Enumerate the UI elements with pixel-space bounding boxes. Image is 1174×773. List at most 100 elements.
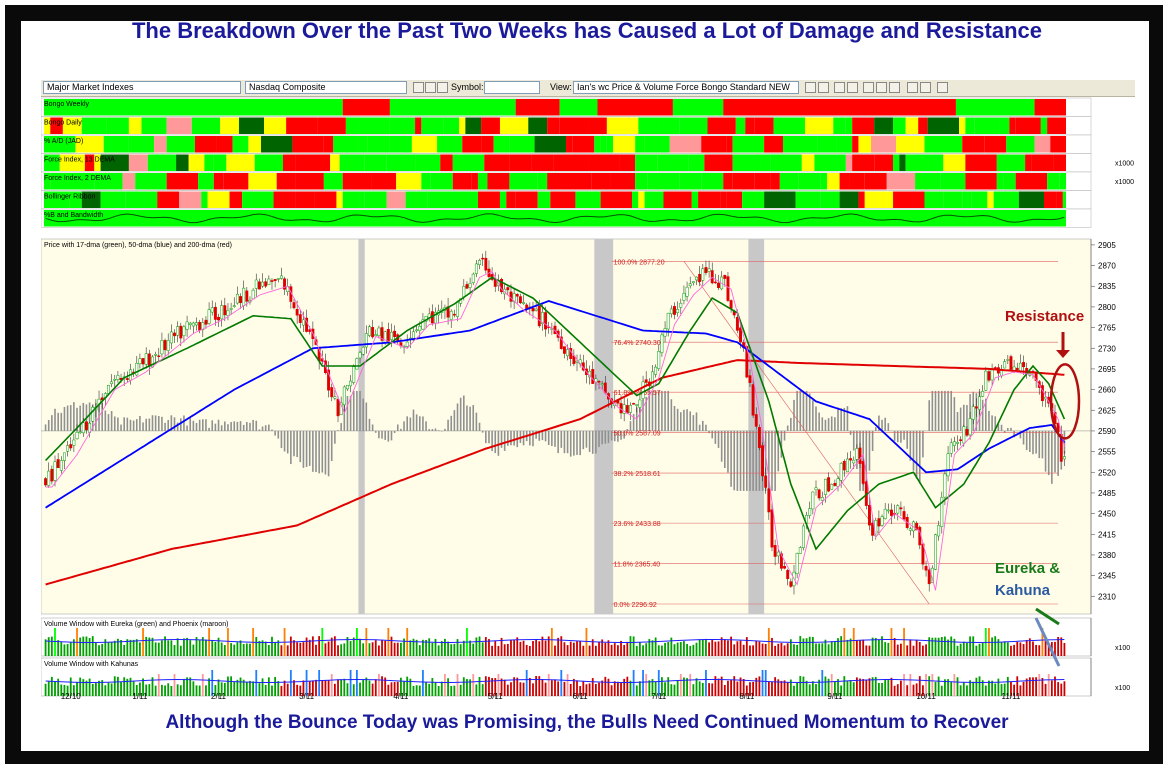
oscillator-bar — [154, 415, 157, 431]
candle-body — [899, 507, 903, 510]
volume-bar — [701, 682, 704, 696]
volume-bar — [818, 679, 821, 696]
volume-bar — [447, 641, 449, 656]
volume-bar — [774, 677, 777, 696]
volume-bar — [123, 644, 126, 656]
layout-icon[interactable] — [920, 82, 931, 93]
bongo-segment — [295, 154, 306, 171]
oscillator-bar — [236, 421, 239, 431]
volume-bar — [107, 641, 110, 656]
volume-bar — [132, 680, 135, 696]
volume-bar — [50, 636, 53, 656]
help-icon[interactable] — [818, 82, 829, 93]
y-tick-label: 2835 — [1098, 282, 1116, 291]
candle-body — [845, 458, 849, 473]
bongo-segment — [493, 136, 510, 153]
back-icon[interactable] — [805, 82, 816, 93]
view-select[interactable]: Ian's wc Price & Volume Force Bongo Stan… — [573, 81, 799, 94]
bongo-segment — [779, 173, 799, 190]
volume-bar — [890, 628, 893, 656]
volume-bar — [368, 680, 371, 696]
chart-type-icon[interactable] — [834, 82, 845, 93]
volume-bar — [532, 683, 534, 696]
volume-bar — [333, 683, 336, 696]
volume-bar — [670, 684, 673, 696]
volume-bar — [632, 670, 635, 696]
volume-bar — [922, 685, 924, 696]
volume-bar — [925, 644, 927, 656]
bongo-segment — [499, 191, 507, 208]
volume-bar — [824, 639, 827, 656]
bongo-segment — [594, 136, 601, 153]
zoom-icon[interactable] — [863, 82, 874, 93]
volume-bar — [588, 645, 591, 656]
candle-body — [368, 326, 371, 336]
volume-bar — [594, 645, 597, 656]
volume-bar — [393, 682, 396, 696]
volume-bar — [437, 645, 440, 656]
volume-bar — [931, 674, 934, 696]
oscillator-bar — [381, 430, 383, 439]
draw-icon[interactable] — [937, 82, 948, 93]
x-tick-label: 8/11 — [739, 692, 755, 701]
volume-bar — [830, 674, 833, 696]
bongo-segment — [606, 117, 639, 134]
bongo-segment — [965, 154, 997, 171]
volume-bar — [1044, 637, 1047, 656]
candle-body — [761, 445, 764, 477]
volume-bar — [956, 677, 959, 696]
volume-bar — [532, 641, 534, 656]
volume-bar — [280, 685, 283, 696]
volume-bar — [459, 644, 462, 656]
bongo-segment — [484, 154, 510, 171]
volume-bar — [481, 684, 484, 696]
symbol-input[interactable] — [484, 81, 540, 94]
bongo-segment — [852, 154, 875, 171]
volume-bar — [988, 680, 990, 696]
bongo-segment — [1047, 117, 1066, 134]
oscillator-bar — [610, 430, 613, 441]
bongo-segment — [764, 136, 783, 153]
volume-bar — [683, 677, 685, 696]
prev-arrow-icon[interactable] — [413, 82, 424, 93]
oscillator-bar — [679, 412, 682, 431]
volume-bar — [217, 679, 220, 696]
candle-body — [279, 275, 283, 279]
volume-bar — [1006, 642, 1009, 656]
volume-bar — [616, 681, 619, 696]
fib-trend-line — [683, 261, 930, 605]
oscillator-bar — [705, 424, 707, 431]
oscillator-bar — [224, 421, 226, 431]
oscillator-bar — [104, 410, 107, 431]
oscillator-bar — [459, 397, 462, 431]
volume-bar — [462, 640, 465, 656]
candle-body — [735, 316, 739, 331]
bongo-segment — [371, 173, 397, 190]
volume-bar — [271, 636, 273, 656]
bongo-segment — [254, 154, 283, 171]
bongo-segment — [128, 136, 155, 153]
index-select[interactable]: Nasdaq Composite — [245, 81, 407, 94]
candle-body — [421, 319, 425, 330]
zoom-out-icon[interactable] — [889, 82, 900, 93]
candle-body — [764, 475, 768, 488]
oscillator-bar — [286, 430, 289, 454]
volume-bar — [733, 676, 736, 696]
bongo-segment — [943, 191, 963, 208]
bongo-segment — [1025, 154, 1032, 171]
zoom-in-icon[interactable] — [876, 82, 887, 93]
oscillator-bar — [790, 417, 792, 431]
index-group-select[interactable]: Major Market Indexes — [43, 81, 241, 94]
volume-bar — [450, 644, 453, 656]
chart-edit-icon[interactable] — [847, 82, 858, 93]
volume-bar — [717, 641, 720, 656]
volume-bar — [601, 639, 604, 656]
next-arrow-icon[interactable] — [425, 82, 436, 93]
binoculars-icon[interactable] — [437, 82, 448, 93]
oscillator-bar — [903, 430, 905, 440]
volume-bar — [667, 642, 670, 656]
oscillator-bar — [884, 417, 886, 431]
volume-bar — [245, 643, 248, 656]
volume-bar — [299, 685, 302, 696]
grid-icon[interactable] — [907, 82, 918, 93]
